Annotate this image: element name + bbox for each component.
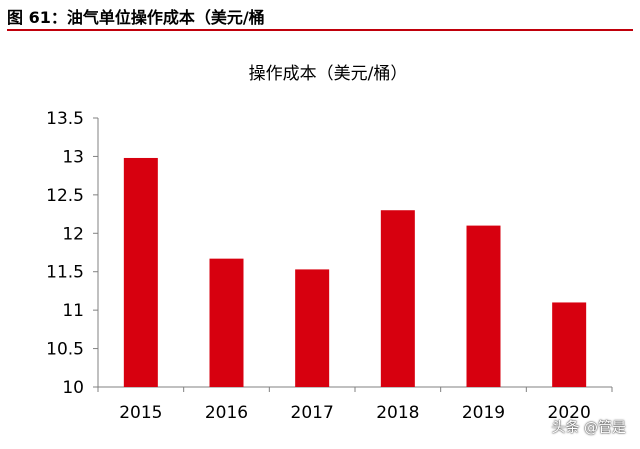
bar-2019: [466, 225, 501, 387]
figure-caption: 图 61：油气单位操作成本（美元/桶: [7, 8, 265, 27]
figure-header: 图 61：油气单位操作成本（美元/桶: [7, 3, 633, 31]
chart-title: 操作成本（美元/桶）: [249, 64, 408, 84]
x-tick-label: 2019: [462, 403, 505, 423]
y-tick-label: 11.5: [46, 263, 84, 283]
x-axis: 2015 2016 2017 2018 2019 2020: [97, 386, 613, 423]
bar-2018: [380, 210, 415, 387]
y-tick-label: 11: [62, 301, 84, 321]
y-tick-label: 13: [62, 147, 84, 167]
y-tick-label: 10.5: [46, 340, 84, 360]
bar-2015: [123, 157, 158, 387]
bar-2017: [295, 269, 330, 387]
x-tick-label: 2017: [291, 403, 334, 423]
y-axis: 10 10.5 11 11.5 12 12.5 13 13.5: [46, 109, 99, 398]
y-tick-label: 12: [62, 224, 84, 244]
y-tick-label: 12.5: [46, 186, 84, 206]
x-tick-label: 2016: [205, 403, 248, 423]
y-tick-label: 10: [62, 378, 84, 398]
bar-2020: [552, 302, 587, 387]
bars: [123, 157, 587, 387]
y-tick-label: 13.5: [46, 109, 84, 129]
x-tick-label: 2020: [548, 403, 591, 423]
x-tick-label: 2015: [119, 403, 162, 423]
x-tick-label: 2018: [376, 403, 419, 423]
bar-2016: [209, 258, 244, 387]
watermark: 头条 @管是: [551, 420, 626, 436]
